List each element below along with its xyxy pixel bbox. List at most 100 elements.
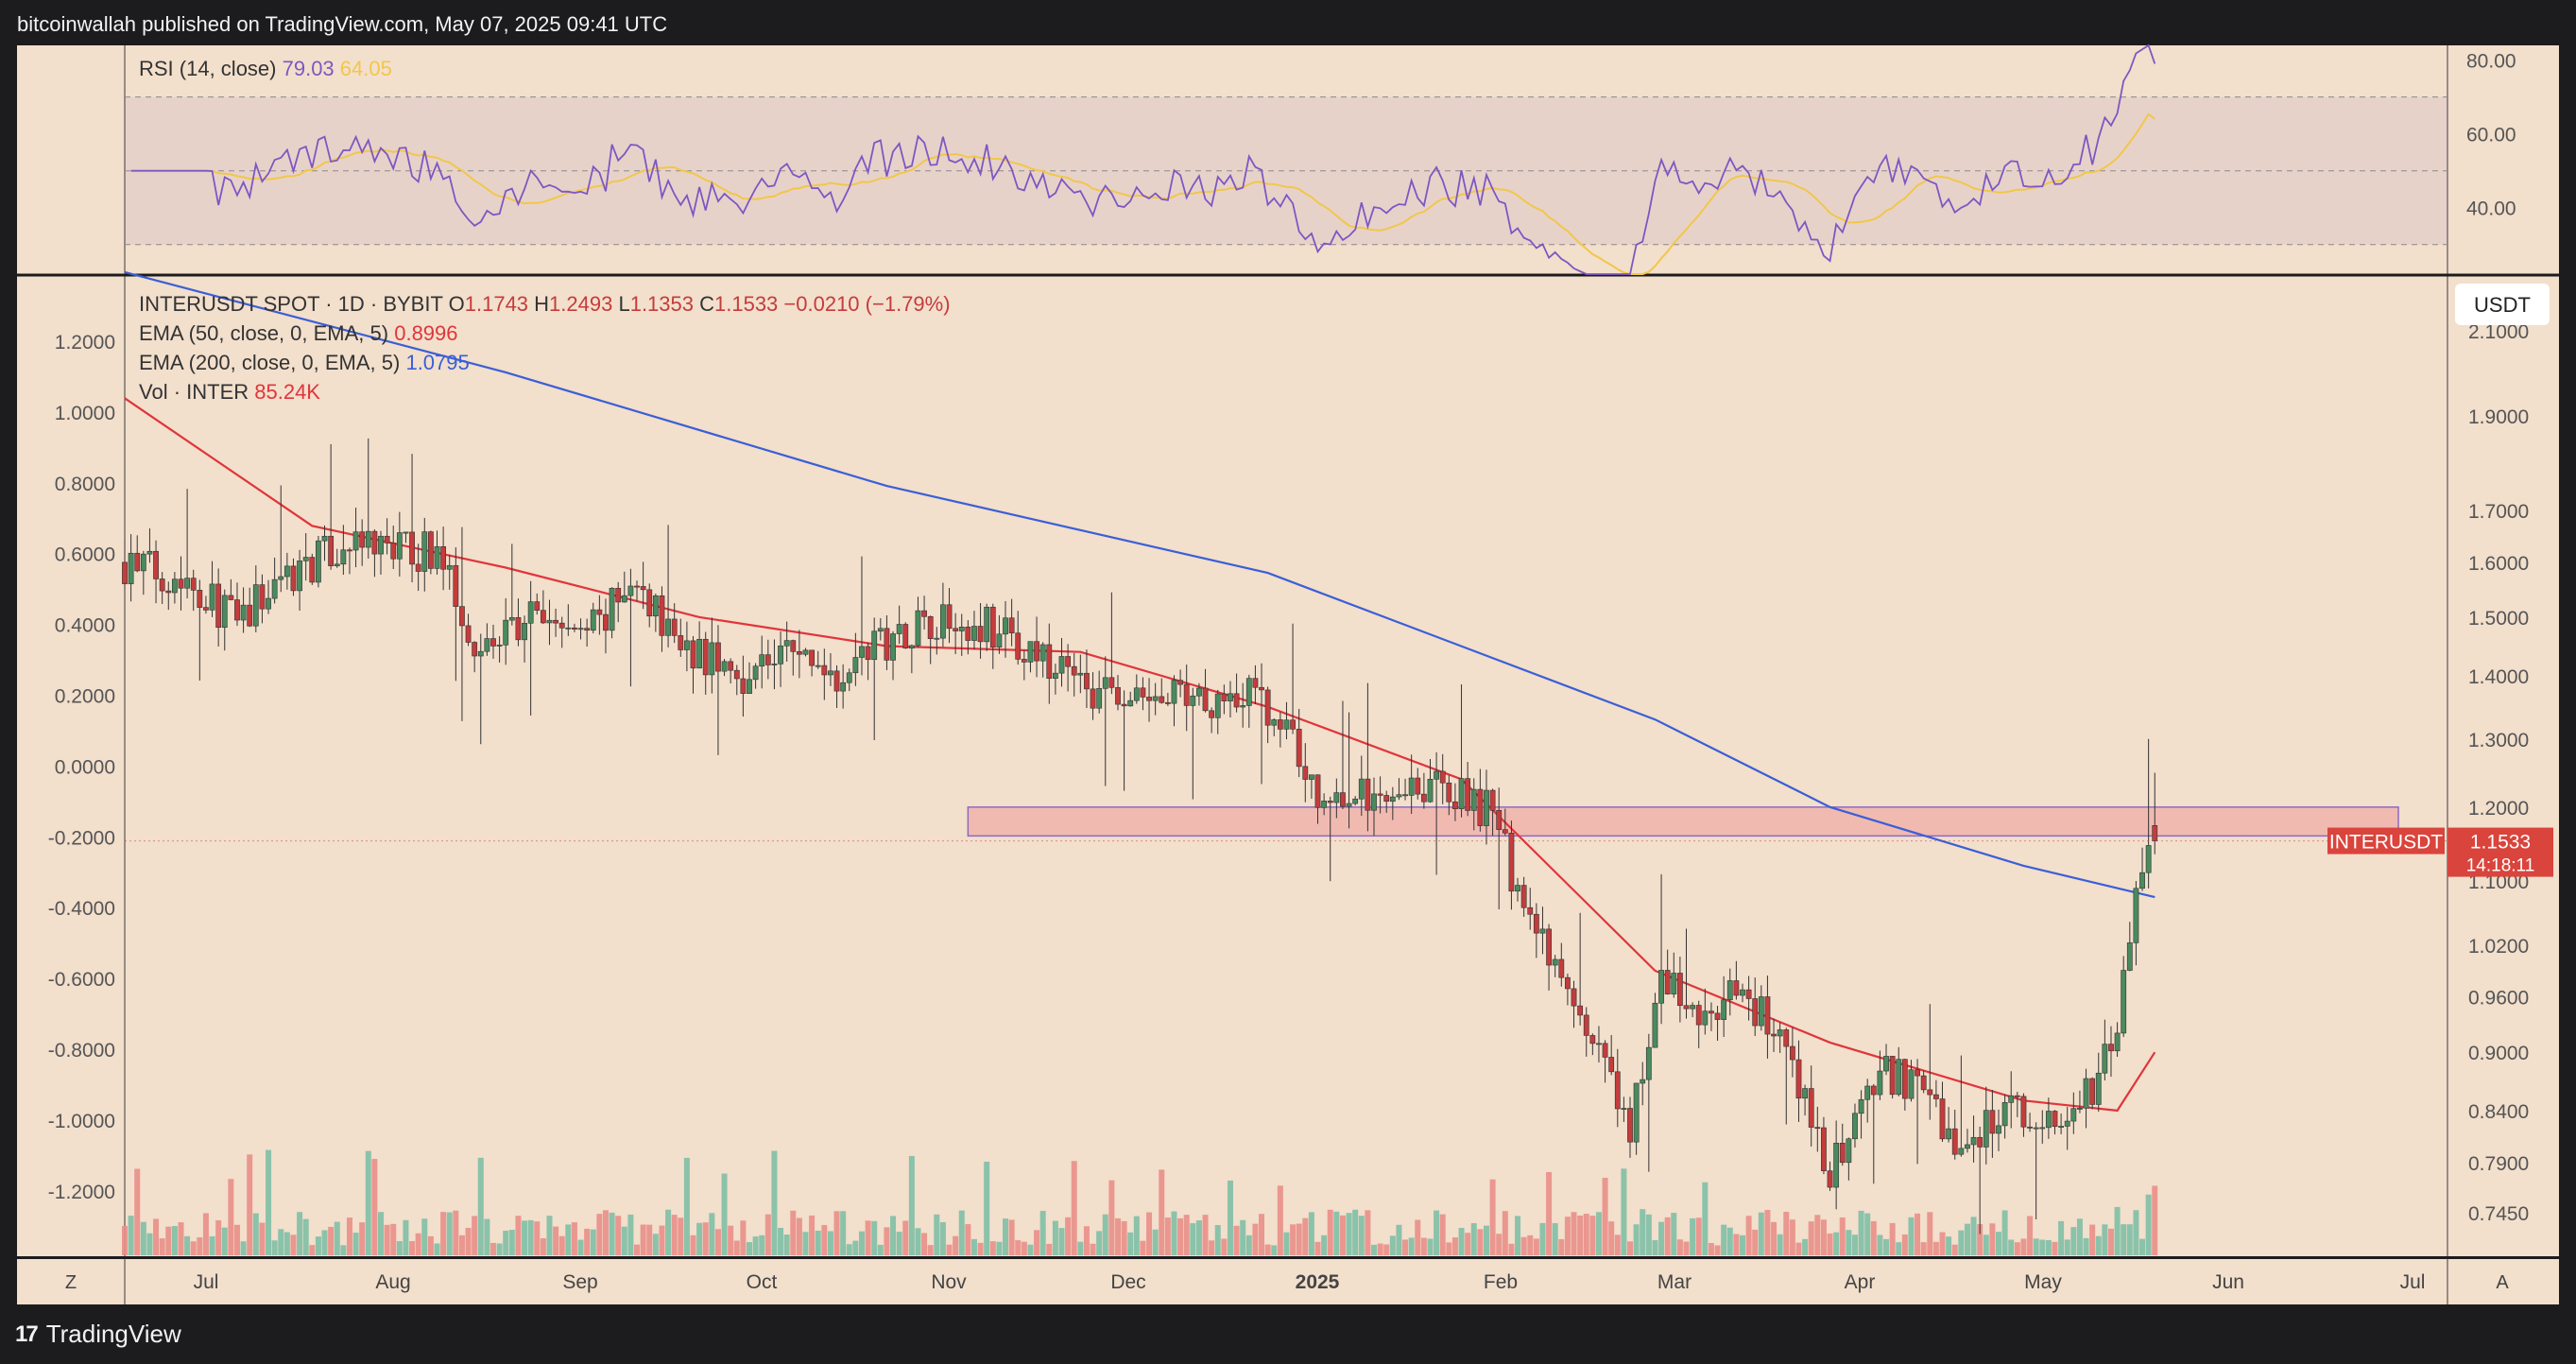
candle-body — [671, 618, 678, 636]
candle — [802, 647, 809, 657]
candle — [621, 571, 627, 603]
candle-body — [434, 545, 440, 569]
tradingview-brand[interactable]: 17 TradingView — [15, 1320, 181, 1349]
candle-body — [802, 649, 809, 655]
volume-bar — [1726, 1227, 1733, 1255]
candle — [278, 485, 284, 593]
candle — [1870, 1083, 1877, 1184]
volume-bar — [1883, 1238, 1890, 1255]
candle-body — [1077, 672, 1084, 676]
volume-bar — [1171, 1211, 1177, 1255]
candle — [1003, 601, 1008, 658]
volume-bar — [1283, 1232, 1290, 1255]
volume-bar — [328, 1226, 335, 1255]
candle — [1446, 775, 1452, 816]
volume-bar — [446, 1212, 453, 1255]
candle — [221, 589, 228, 651]
candle — [1965, 1129, 1970, 1153]
candle — [290, 558, 297, 596]
candle-body — [1515, 885, 1520, 892]
candle-body — [2001, 1102, 2008, 1127]
time-axis-label: 2025 — [1296, 1271, 1340, 1293]
candle — [1789, 1027, 1795, 1078]
volume-bar — [1777, 1234, 1783, 1255]
currency-button[interactable] — [2455, 284, 2550, 325]
candle — [971, 611, 977, 650]
candle-body — [747, 679, 752, 694]
candle — [1190, 687, 1196, 800]
volume-bar — [646, 1224, 653, 1255]
candle — [153, 540, 159, 604]
timezone-button[interactable]: Z — [65, 1272, 77, 1293]
candle — [771, 639, 778, 690]
candle — [1920, 1070, 1927, 1094]
volume-bar — [2121, 1224, 2127, 1255]
symbol-legend-part: 1.1743 — [465, 292, 534, 316]
right-axis-label: 0.9000 — [2468, 1043, 2529, 1064]
candle-body — [215, 583, 222, 629]
volume-bar — [178, 1222, 184, 1255]
volume-bar — [958, 1210, 965, 1255]
candle-body — [122, 561, 128, 584]
candle-body — [1726, 980, 1733, 1001]
volume-bar — [359, 1222, 366, 1255]
candle — [1420, 772, 1427, 809]
candle-body — [2052, 1111, 2058, 1128]
candle-body — [683, 640, 690, 650]
candle-body — [1758, 996, 1764, 1027]
candle-body — [146, 550, 153, 555]
volume-bar — [340, 1245, 347, 1255]
volume-bar — [1146, 1212, 1153, 1255]
volume-bar — [1989, 1223, 1996, 1255]
candle — [1583, 1007, 1589, 1057]
candle-body — [1420, 793, 1427, 803]
volume-bar — [921, 1233, 928, 1255]
candle-body — [1196, 687, 1202, 697]
volume-bar — [427, 1235, 434, 1255]
auto-scale-button[interactable]: A — [2496, 1272, 2509, 1293]
candle-body — [140, 553, 146, 572]
candle — [921, 596, 927, 630]
candle-body — [1901, 1059, 1908, 1099]
candle-body — [1721, 999, 1727, 1020]
volume-bar — [1027, 1244, 1034, 1255]
candle-body — [453, 564, 459, 607]
volume-bar — [1264, 1244, 1271, 1255]
candle-body — [415, 563, 421, 572]
candle — [1533, 903, 1539, 958]
candle — [2139, 847, 2145, 891]
candle — [1896, 1046, 1902, 1096]
candle — [1071, 652, 1077, 697]
volume-bar — [1052, 1220, 1058, 1255]
volume-bar — [1389, 1235, 1396, 1255]
volume-bar — [1846, 1230, 1852, 1255]
volume-bar — [1645, 1214, 1652, 1255]
candle-body — [977, 626, 984, 643]
candle — [715, 625, 721, 755]
candle — [1508, 820, 1515, 910]
volume-bar — [1290, 1224, 1297, 1255]
candle-body — [1140, 687, 1146, 698]
candle — [209, 561, 215, 617]
candle — [884, 615, 890, 670]
candle — [297, 549, 302, 612]
candle-body — [403, 531, 409, 534]
candle — [1214, 689, 1221, 734]
candle — [1901, 1059, 1908, 1111]
volume-bar — [472, 1216, 478, 1255]
time-axis-label: Jul — [2400, 1271, 2426, 1293]
candle-body — [1733, 980, 1740, 996]
candle-body — [728, 661, 734, 671]
candle-body — [709, 642, 715, 676]
candle-body — [646, 589, 653, 617]
currency-button-label[interactable]: USDT — [2474, 293, 2531, 317]
candle — [1502, 808, 1508, 836]
candle-body — [1233, 693, 1240, 708]
candle — [1645, 1033, 1652, 1172]
candle-body — [309, 557, 316, 583]
candle — [1352, 796, 1359, 806]
candle — [1271, 717, 1278, 736]
candle-body — [134, 552, 141, 572]
candle-body — [715, 642, 721, 672]
